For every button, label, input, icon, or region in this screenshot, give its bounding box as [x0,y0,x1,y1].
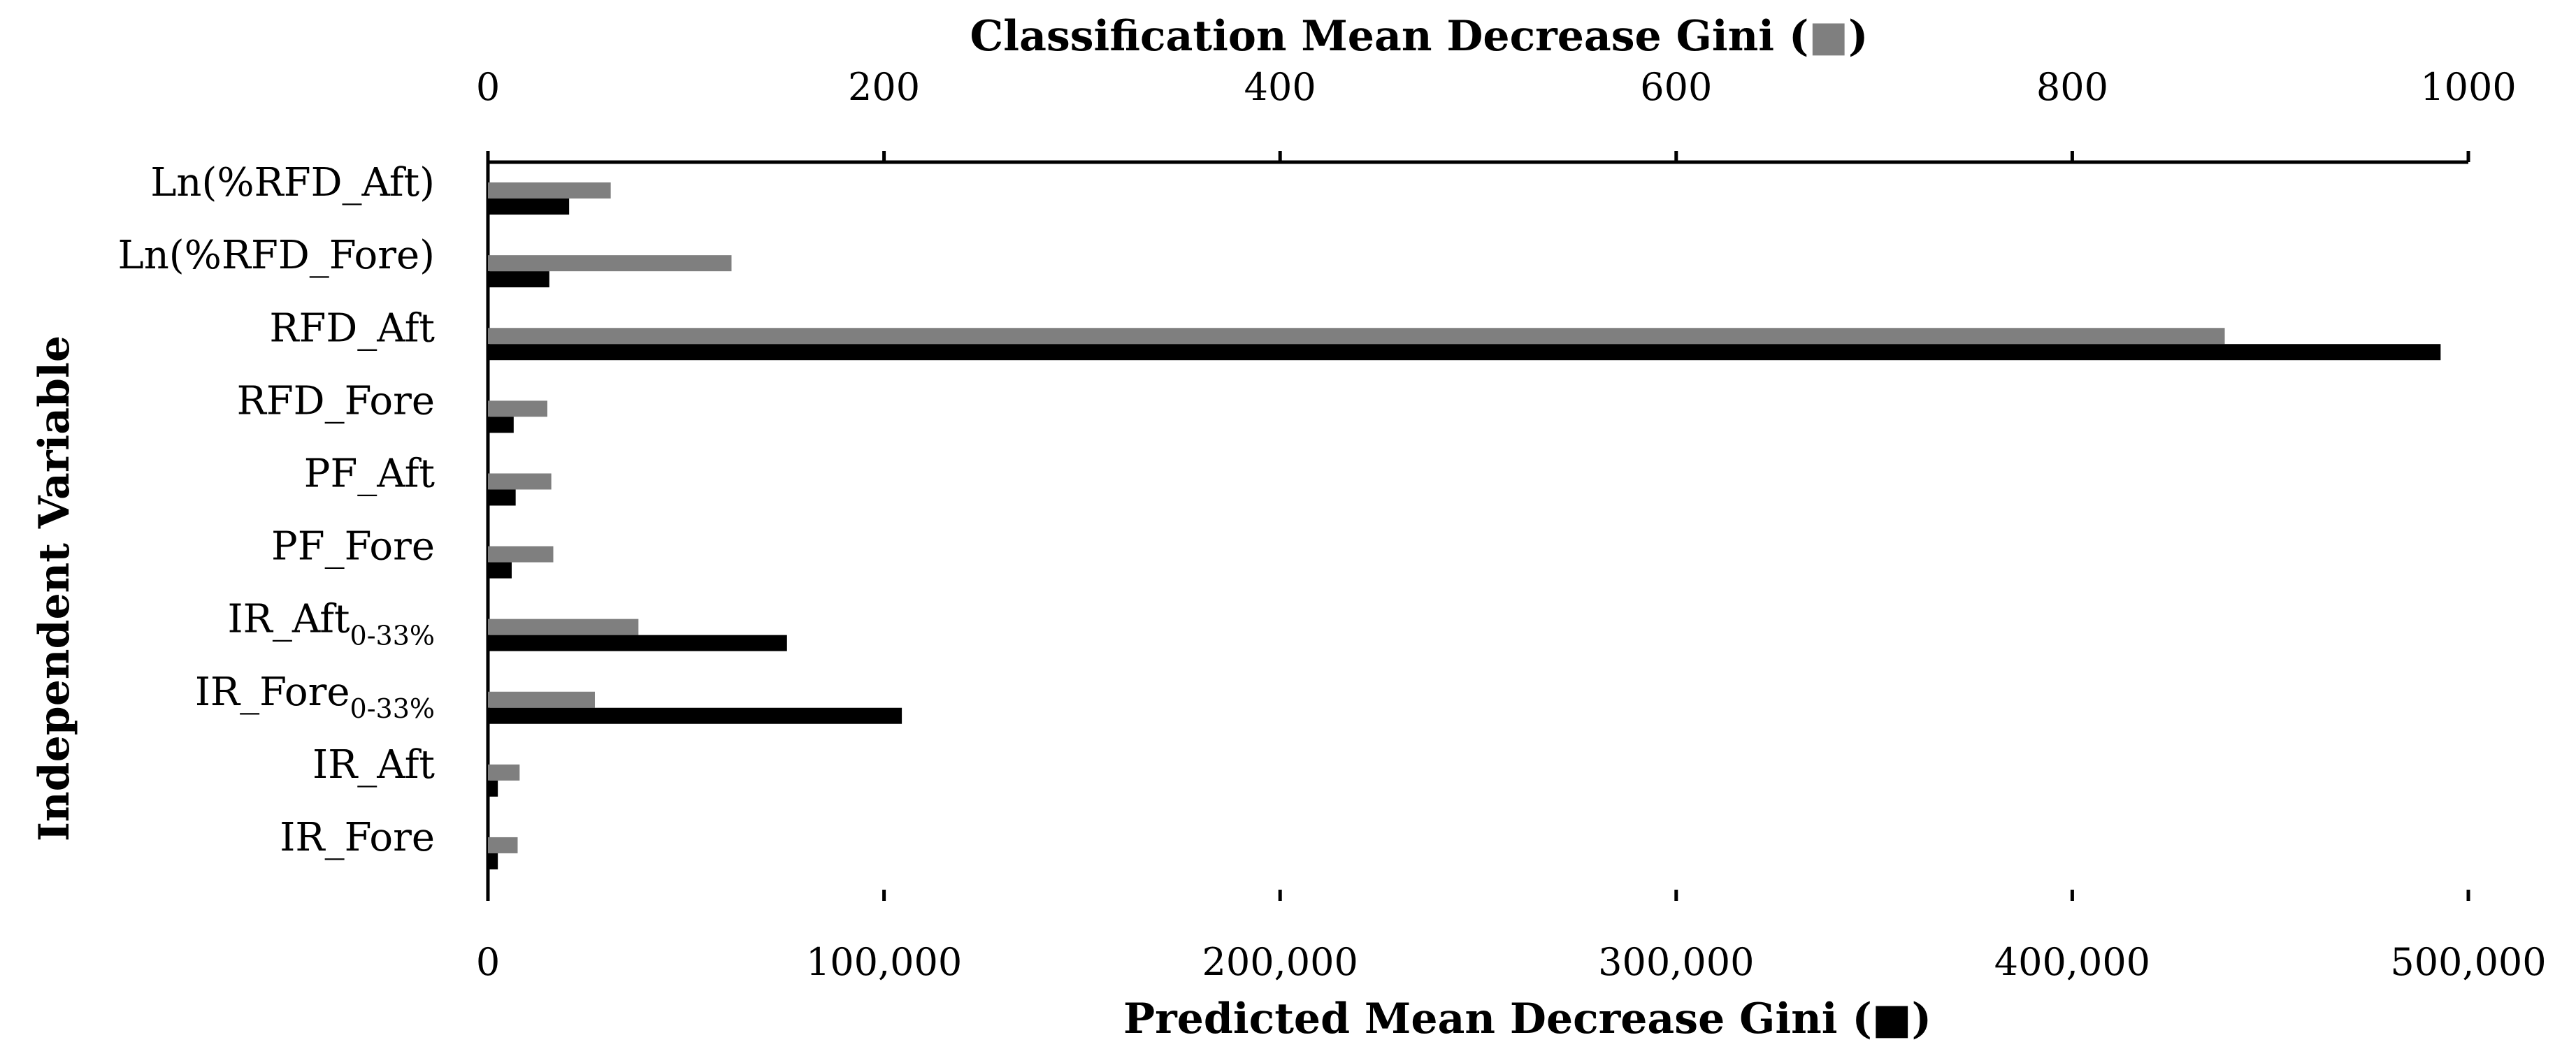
bar-predicted [488,562,512,579]
bottom-axis-title-text: Predicted Mean Decrease Gini ( [1123,995,1872,1043]
top-axis-tick-label: 200 [848,65,920,109]
category-label: IR_Aft [312,742,435,788]
top-axis-tick-label: 400 [1244,65,1316,109]
y-axis-title: Independent Variable [30,335,79,841]
category-label-main: IR_Fore [280,815,435,860]
category-label: RFD_Fore [237,378,435,424]
bar-predicted [488,344,2441,361]
bar-predicted [488,489,516,506]
bottom-axis-title: Predicted Mean Decrease Gini (■) [1123,995,1931,1043]
bottom-axis-tick-label: 300,000 [1598,940,1754,984]
bar-classification [488,473,552,490]
top-axis-ticks: 0 200 400 600 800 1000 [476,65,2517,162]
category-label-main: IR_Fore [195,670,350,715]
top-axis-tick-label: 1000 [2420,65,2516,109]
bottom-axis-tick-label: 500,000 [2390,940,2546,984]
bottom-axis-title-end: ) [1912,995,1931,1043]
bars [488,182,2441,869]
top-axis-title: Classification Mean Decrease Gini (■) [970,12,1869,61]
bottom-axis-legend-marker: ■ [1872,995,1912,1043]
category-label-main: PF_Aft [304,451,436,496]
category-label-main: IR_Aft [312,742,435,788]
bar-predicted [488,198,570,215]
category-label: PF_Fore [271,524,435,570]
category-label: RFD_Aft [269,305,435,351]
category-label: IR_Fore [280,815,435,860]
category-label: IR_Fore0-33% [195,670,435,724]
bar-predicted [488,707,902,724]
category-label-subscript: 0-33% [350,693,435,724]
category-label-main: RFD_Aft [269,305,435,351]
bar-classification [488,328,2225,345]
top-axis-title-text: Classification Mean Decrease Gini ( [970,12,1809,61]
top-axis-title-end: ) [1848,12,1868,61]
bar-classification [488,546,554,563]
bar-predicted [488,635,787,651]
category-label: Ln(%RFD_Fore) [118,233,436,278]
category-label-subscript: 0-33% [350,621,435,651]
top-axis-tick-label: 0 [476,65,500,109]
bar-classification [488,400,547,417]
bar-classification [488,182,611,199]
bar-classification [488,764,520,781]
bar-classification [488,619,639,635]
bar-predicted [488,780,498,797]
bar-predicted [488,417,514,433]
category-label-main: PF_Fore [271,524,435,570]
top-axis-tick-label: 800 [2036,65,2108,109]
top-axis-tick-label: 600 [1640,65,1712,109]
category-label: Ln(%RFD_Aft) [150,160,435,205]
bottom-axis-ticks: 0 100,000 200,000 300,000 400,000 500,000 [476,890,2547,984]
bar-predicted [488,271,549,288]
bar-classification [488,255,732,272]
category-label: IR_Aft0-33% [228,597,435,651]
category-label-main: IR_Aft [228,597,350,642]
category-labels: Ln(%RFD_Aft) Ln(%RFD_Fore) RFD_Aft RFD_Fore… [118,160,436,860]
bottom-axis-tick-label: 200,000 [1202,940,1358,984]
category-label: PF_Aft [304,451,436,496]
category-label-main: Ln(%RFD_Fore) [118,233,436,278]
bottom-axis-tick-label: 100,000 [806,940,962,984]
category-label-main: Ln(%RFD_Aft) [150,160,435,205]
top-axis-legend-marker: ■ [1808,12,1848,61]
category-label-main: RFD_Fore [237,378,435,424]
bar-classification [488,837,518,853]
bottom-axis-tick-label: 400,000 [1994,940,2150,984]
bottom-axis-tick-label: 0 [476,940,500,984]
bar-classification [488,691,595,708]
bar-predicted [488,853,498,869]
